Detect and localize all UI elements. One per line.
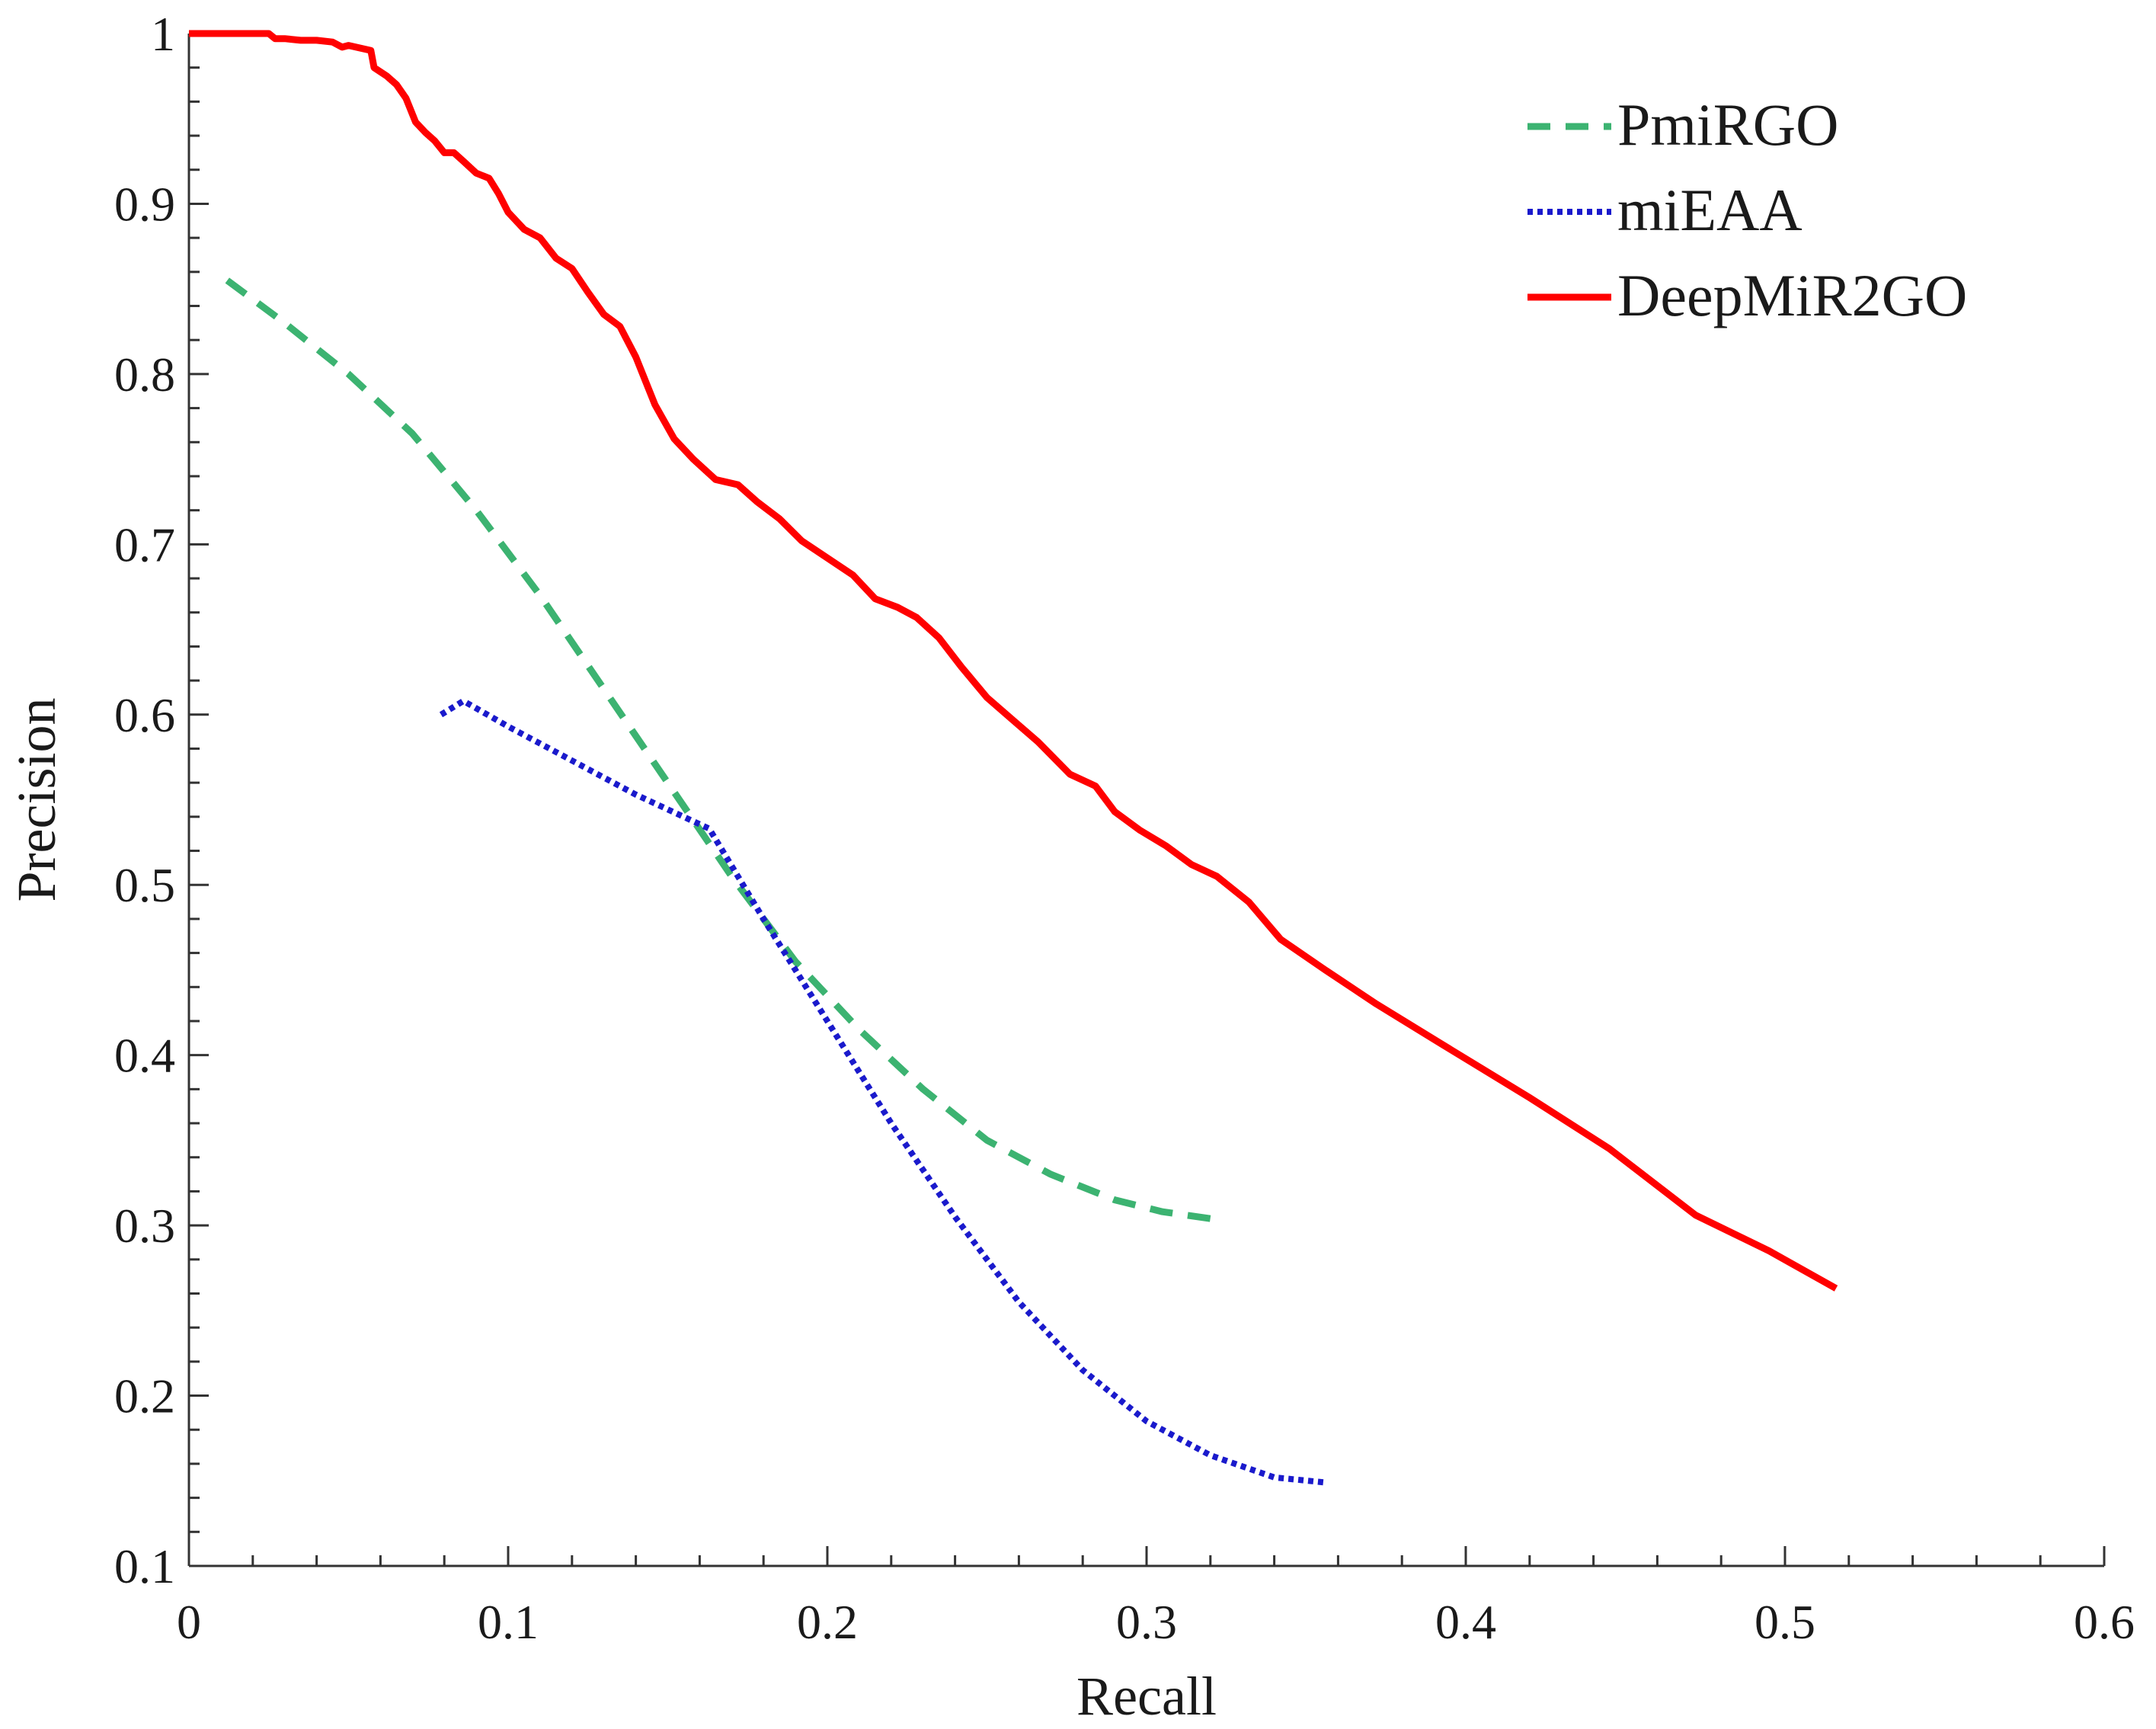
y-tick-label: 0.3: [114, 1199, 175, 1253]
y-tick-label: 0.8: [114, 347, 175, 402]
x-tick-label: 0.3: [1116, 1595, 1177, 1649]
x-tick-label: 0.6: [2074, 1595, 2135, 1649]
legend-label-mieaa: miEAA: [1617, 177, 1803, 243]
x-tick-label: 0.5: [1755, 1595, 1815, 1649]
series-lines: [189, 30, 1838, 1486]
legend: PmiRGO miEAA DeepMiR2GO: [1527, 91, 1967, 328]
legend-label-pmirgo: PmiRGO: [1617, 91, 1838, 158]
x-tick-label: 0: [177, 1595, 201, 1649]
y-tick-label: 0.4: [114, 1029, 175, 1083]
y-tick-label: 0.2: [114, 1369, 175, 1423]
y-axis-title: Precision: [6, 698, 67, 902]
series-line-mieaa: [439, 697, 1326, 1486]
x-tick-label: 0.2: [797, 1595, 858, 1649]
series-line-deepmir2go: [189, 30, 1838, 1292]
y-tick-label: 0.6: [114, 688, 175, 742]
y-tick-label: 0.9: [114, 177, 175, 231]
y-tick-label: 0.5: [114, 858, 175, 912]
y-tick-label: 0.7: [114, 517, 175, 572]
y-tick-label: 0.1: [114, 1539, 175, 1593]
x-tick-label: 0.1: [478, 1595, 539, 1649]
axes: 0 0.1 0.2 0.3 0.4 0.5 0.60.10.20.30.40.50.60.7…: [114, 7, 2135, 1649]
series-line-pmirgo: [225, 277, 1211, 1222]
y-tick-label: 1: [151, 7, 175, 61]
legend-label-deepmir2go: DeepMiR2GO: [1617, 262, 1967, 328]
x-axis-title: Recall: [1076, 1666, 1217, 1727]
x-tick-label: 0.4: [1435, 1595, 1496, 1649]
